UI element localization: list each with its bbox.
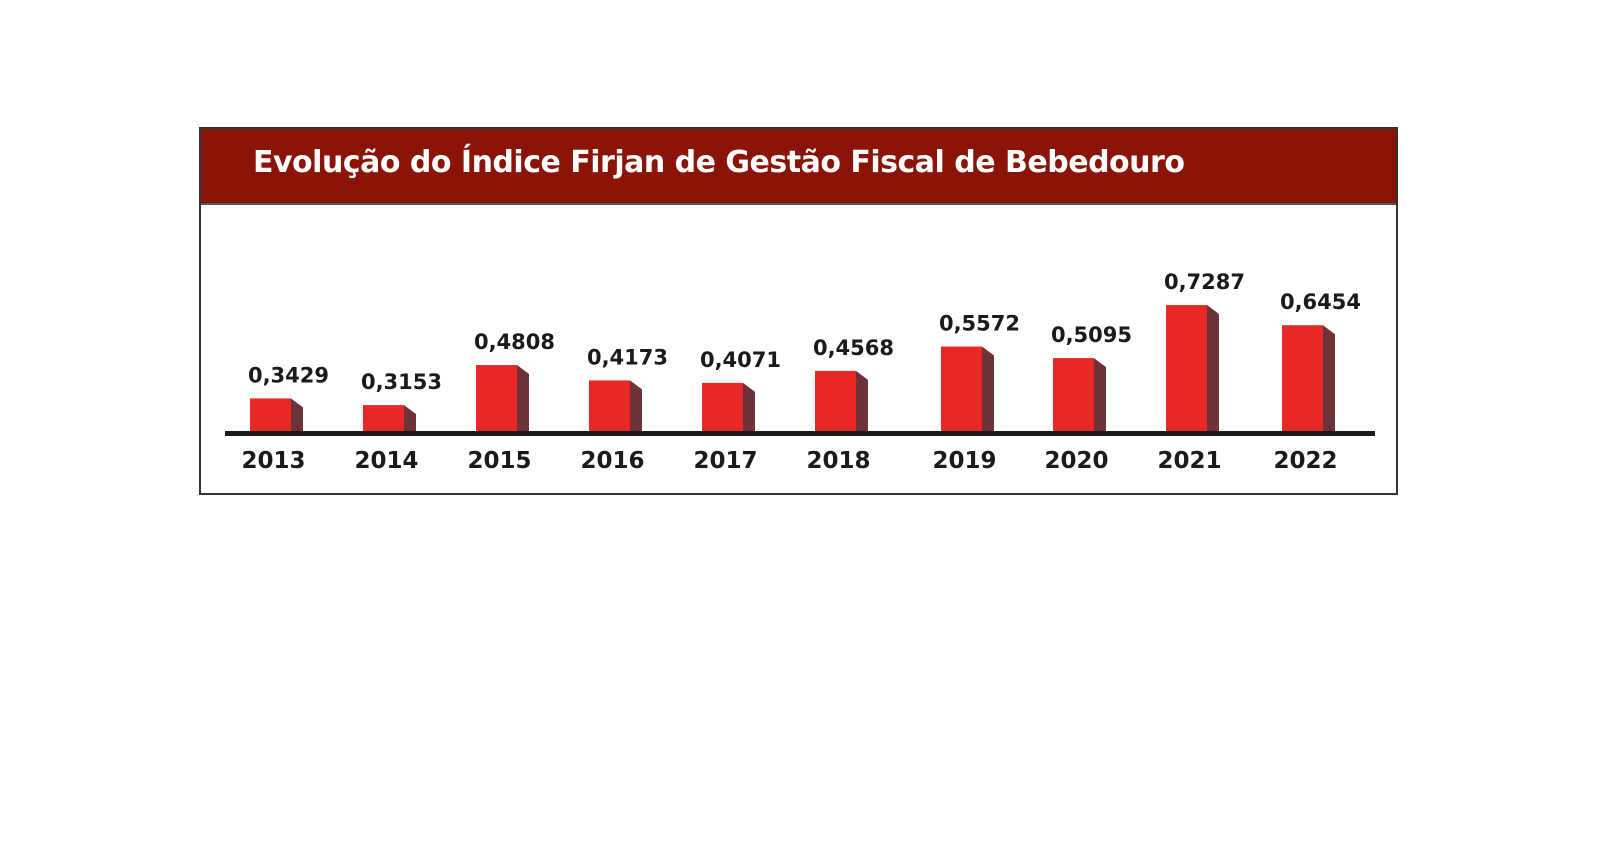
data-label: 0,7287 xyxy=(1164,270,1245,294)
x-tick-label: 2013 xyxy=(241,448,305,474)
bar xyxy=(1053,358,1094,433)
data-label: 0,3153 xyxy=(361,370,442,394)
bar xyxy=(589,380,630,433)
bar xyxy=(702,382,743,433)
x-tick-label: 2020 xyxy=(1044,448,1108,474)
chart-title: Evolução do Índice Firjan de Gestão Fisc… xyxy=(253,145,1185,180)
bar xyxy=(1166,305,1207,433)
bar xyxy=(250,398,291,433)
bar-side xyxy=(982,346,994,433)
data-label: 0,4173 xyxy=(587,345,668,369)
bar xyxy=(1282,325,1323,433)
bar-side xyxy=(630,380,642,433)
x-tick-label: 2018 xyxy=(806,448,870,474)
bar xyxy=(476,365,517,433)
bar-side xyxy=(1323,325,1335,433)
bar xyxy=(815,370,856,433)
data-label: 0,6454 xyxy=(1280,290,1361,314)
data-label: 0,3429 xyxy=(248,363,329,387)
data-label: 0,4568 xyxy=(813,336,894,360)
data-label: 0,5572 xyxy=(939,312,1020,336)
chart-header: Evolução do Índice Firjan de Gestão Fisc… xyxy=(201,129,1396,205)
x-tick-label: 2022 xyxy=(1273,448,1337,474)
bar xyxy=(363,405,404,433)
bar-side xyxy=(291,398,303,433)
bar-side xyxy=(404,405,416,433)
bar xyxy=(941,346,982,433)
data-label: 0,4808 xyxy=(474,330,555,354)
bar-side xyxy=(1207,305,1219,433)
data-label: 0,4071 xyxy=(700,348,781,372)
bar-side xyxy=(517,365,529,433)
x-tick-label: 2017 xyxy=(693,448,757,474)
x-tick-label: 2021 xyxy=(1157,448,1221,474)
bar-side xyxy=(856,370,868,433)
x-axis-line xyxy=(225,431,1375,436)
bar-side xyxy=(743,382,755,433)
x-tick-label: 2014 xyxy=(354,448,418,474)
x-tick-label: 2015 xyxy=(467,448,531,474)
data-label: 0,5095 xyxy=(1051,323,1132,347)
bar-side xyxy=(1094,358,1106,433)
x-tick-label: 2016 xyxy=(580,448,644,474)
x-tick-label: 2019 xyxy=(932,448,996,474)
